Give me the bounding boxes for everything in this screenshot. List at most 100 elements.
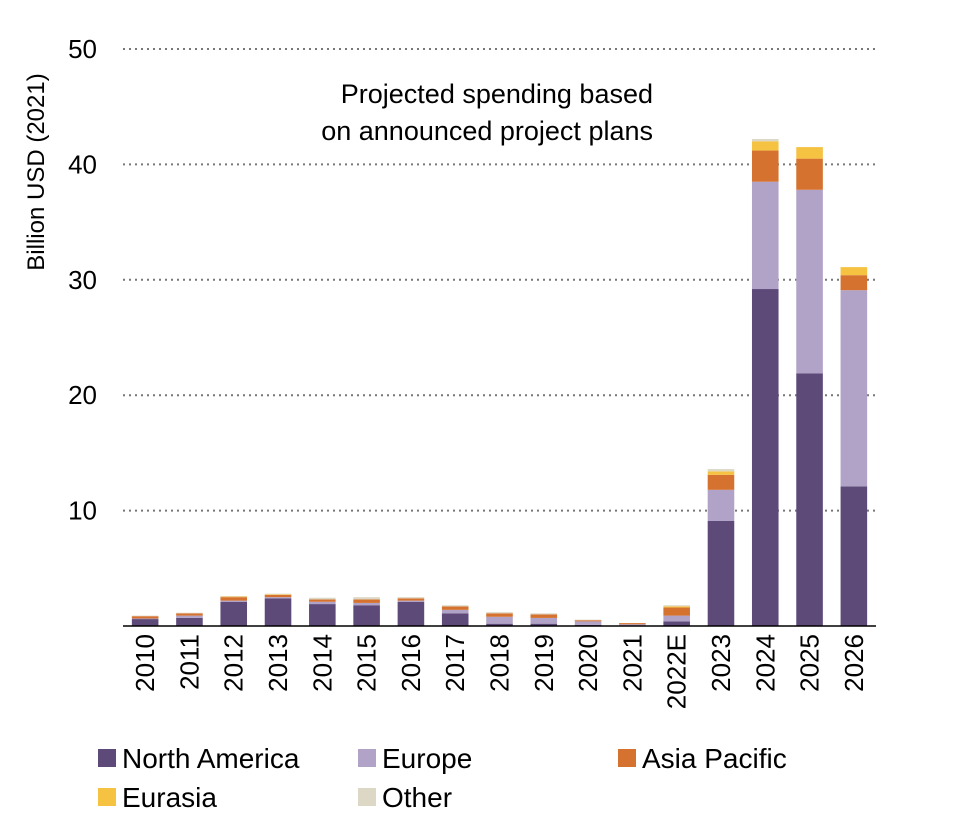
annotation-line-1: Projected spending based: [341, 79, 653, 109]
bar-segment-europe: [796, 189, 823, 374]
y-tick-label: 20: [68, 380, 97, 410]
bar-segment-asia-pacific: [441, 606, 469, 610]
bar-segment-other: [264, 593, 292, 595]
bar-segment-asia-pacific: [796, 158, 823, 190]
bar-segment-other: [131, 615, 159, 617]
bar-segment-europe: [840, 290, 868, 487]
x-tick-label: 2018: [485, 634, 515, 692]
x-tick-label: 2012: [219, 634, 249, 692]
bar-segment-asia-pacific: [309, 599, 336, 602]
bar-segment-north-america: [840, 486, 868, 626]
bar-segment-other: [309, 597, 336, 600]
legend-label: Other: [382, 782, 452, 813]
bar-segment-north-america: [751, 289, 779, 626]
x-tick-label: 2019: [529, 634, 559, 692]
x-tick-label: 2026: [839, 634, 869, 692]
legend: North America Europe Asia Pacific Eurasia Ot…: [98, 743, 787, 813]
bar-segment-asia-pacific: [131, 616, 159, 619]
bar-segment-north-america: [530, 623, 558, 626]
x-tick-label: 2022E: [662, 634, 692, 709]
x-tick-label: 2010: [130, 634, 160, 692]
bar-segment-north-america: [397, 601, 425, 626]
bar-segment-europe: [530, 617, 558, 624]
legend-label: North America: [122, 743, 300, 774]
bar-segment-europe: [220, 600, 248, 602]
bar-segment-europe: [619, 624, 646, 626]
x-tick-label: 2025: [795, 634, 825, 692]
bars: [131, 139, 868, 626]
bar-segment-asia-pacific: [663, 607, 690, 616]
bar-segment-other: [663, 605, 690, 607]
bar-segment-north-america: [707, 520, 735, 626]
bar-segment-eurasia: [663, 606, 690, 608]
bar-segment-europe: [176, 615, 203, 618]
y-tick-label: 30: [68, 265, 97, 295]
bar-segment-eurasia: [220, 596, 248, 598]
x-tick-label: 2024: [750, 634, 780, 692]
bar-segment-asia-pacific: [574, 620, 602, 622]
y-tick-label: 10: [68, 496, 97, 526]
legend-swatch: [358, 788, 376, 806]
bar-segment-asia-pacific: [840, 275, 868, 291]
y-tick-label: 50: [68, 34, 97, 64]
y-axis-label: Billion USD (2021): [23, 73, 50, 270]
bar-segment-eurasia: [707, 471, 735, 475]
bar-segment-other: [707, 469, 735, 472]
bar-segment-europe: [707, 489, 735, 521]
x-tick-label: 2020: [573, 634, 603, 692]
x-tick-label: 2016: [396, 634, 426, 692]
bar-segment-other: [397, 597, 425, 599]
bar-segment-other: [751, 139, 779, 142]
x-tick-label: 2011: [174, 634, 204, 690]
legend-label: Europe: [382, 743, 472, 774]
bar-segment-other: [530, 613, 558, 615]
bar-segment-europe: [486, 616, 513, 624]
bar-segment-asia-pacific: [530, 614, 558, 618]
bar-segment-europe: [264, 597, 292, 599]
bar-segment-north-america: [176, 617, 203, 626]
bar-segment-eurasia: [264, 594, 292, 595]
bar-segment-eurasia: [751, 141, 779, 151]
legend-swatch: [98, 749, 116, 767]
bar-segment-north-america: [796, 373, 823, 626]
bar-segment-other: [353, 597, 380, 600]
bar-segment-europe: [353, 602, 380, 606]
bar-segment-other: [486, 612, 513, 614]
bar-segment-asia-pacific: [486, 613, 513, 617]
x-tick-label: 2023: [706, 634, 736, 692]
bar-segment-north-america: [663, 621, 690, 626]
legend-swatch: [98, 788, 116, 806]
bar-segment-europe: [663, 615, 690, 622]
bar-segment-eurasia: [840, 267, 868, 276]
bar-segment-asia-pacific: [353, 599, 380, 603]
legend-swatch: [618, 749, 636, 767]
annotation-line-2: on announced project plans: [321, 116, 653, 146]
bar-segment-north-america: [264, 598, 292, 626]
x-tick-label: 2014: [307, 634, 337, 692]
bar-segment-other: [441, 605, 469, 607]
bar-segment-eurasia: [796, 147, 823, 159]
x-tick-label: 2015: [352, 634, 382, 692]
bar-segment-europe: [397, 600, 425, 602]
bar-segment-asia-pacific: [619, 623, 646, 625]
bar-segment-europe: [751, 181, 779, 290]
legend-label: Asia Pacific: [642, 743, 787, 774]
bar-segment-north-america: [486, 623, 513, 626]
legend-swatch: [358, 749, 376, 767]
bar-segment-europe: [131, 618, 159, 620]
x-tick-label: 2013: [263, 634, 293, 692]
bar-segment-europe: [309, 601, 336, 605]
bar-segment-north-america: [441, 613, 469, 626]
bar-segment-other: [574, 619, 602, 621]
bar-segment-other: [176, 612, 203, 614]
legend-label: Eurasia: [122, 782, 217, 813]
bar-segment-north-america: [309, 604, 336, 626]
bar-segment-other: [220, 595, 248, 597]
bar-segment-asia-pacific: [220, 597, 248, 601]
x-tick-label: 2021: [617, 634, 647, 692]
bar-segment-asia-pacific: [751, 150, 779, 182]
bar-segment-asia-pacific: [176, 613, 203, 616]
bar-segment-asia-pacific: [264, 594, 292, 598]
bar-segment-asia-pacific: [397, 598, 425, 601]
